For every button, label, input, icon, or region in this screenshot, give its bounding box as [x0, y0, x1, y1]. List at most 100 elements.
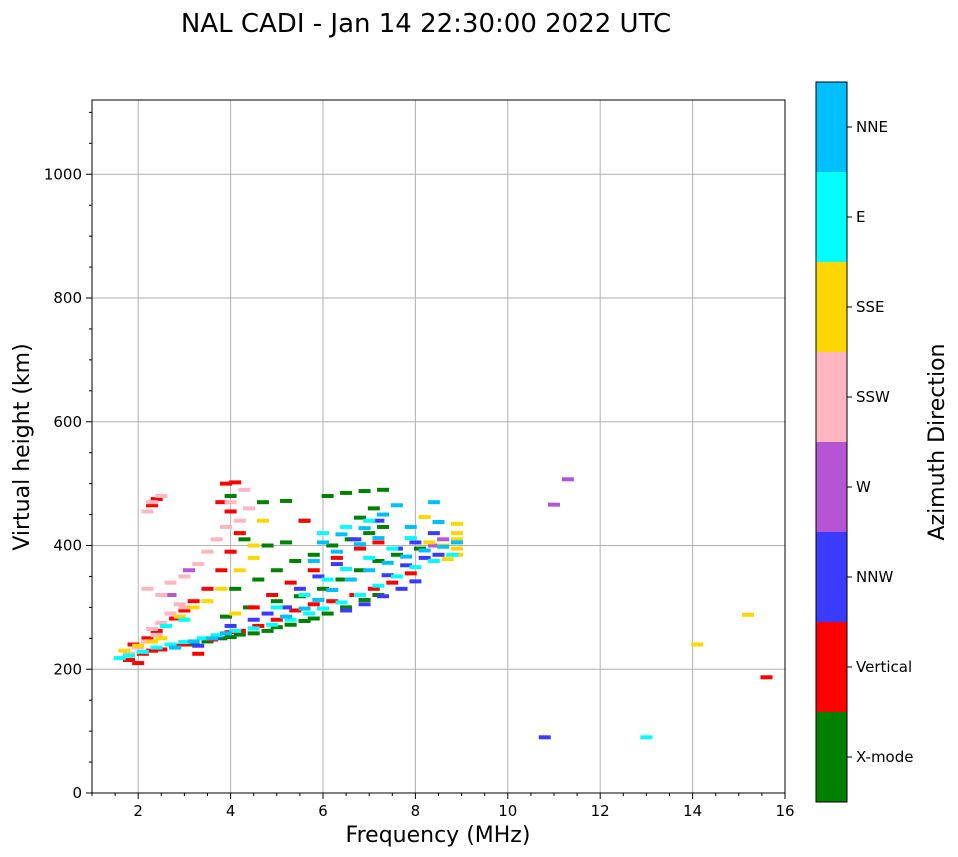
echo-point-x-mode — [377, 487, 390, 492]
echo-point-ssw — [219, 524, 232, 529]
echo-point-sse — [441, 557, 454, 562]
echo-point-vertical — [353, 546, 366, 551]
echo-point-nnw — [381, 573, 394, 578]
echo-point-vertical — [146, 648, 159, 653]
echo-point-nne — [427, 500, 440, 505]
echo-point-x-mode — [280, 498, 293, 503]
echo-point-e — [340, 567, 353, 572]
echo-point-x-mode — [353, 515, 366, 520]
echo-point-sse — [247, 543, 260, 548]
echo-point-x-mode — [261, 628, 274, 633]
echo-point-nnw — [409, 540, 422, 545]
echo-point-w — [561, 477, 574, 482]
echo-point-sse — [450, 521, 463, 526]
echo-point-vertical — [201, 586, 214, 591]
echo-point-vertical — [326, 599, 339, 604]
echo-point-nne — [450, 540, 463, 545]
echo-point-vertical — [122, 657, 135, 662]
echo-point-nnw — [418, 555, 431, 560]
echo-point-sse — [450, 531, 463, 536]
echo-point-e — [122, 653, 135, 658]
echo-point-sse — [132, 643, 145, 648]
echo-point-ssw — [224, 500, 237, 505]
echo-point-nne — [437, 544, 450, 549]
colorbar-tick-label: Vertical — [856, 658, 912, 676]
echo-point-x-mode — [224, 494, 237, 498]
echo-point-nne — [298, 606, 311, 611]
echo-point-w — [164, 593, 177, 597]
echo-point-vertical — [270, 617, 283, 622]
echo-point-ssw — [178, 605, 191, 610]
echo-point-ssw — [146, 500, 159, 505]
echo-point-e — [270, 605, 283, 610]
echo-point-nnw — [349, 537, 362, 542]
echo-point-sse — [450, 537, 463, 542]
x-tick-label: 14 — [683, 802, 702, 820]
echo-point-x-mode — [270, 625, 283, 630]
y-tick-label: 200 — [53, 660, 82, 678]
echo-point-vertical — [330, 555, 343, 560]
echo-point-e — [229, 628, 242, 633]
echo-point-nne — [187, 639, 200, 644]
echo-point-e — [317, 531, 329, 536]
echo-point-e — [390, 574, 403, 579]
echo-point-vertical — [367, 586, 380, 591]
echo-point-e — [159, 623, 172, 628]
echo-point-sse — [742, 612, 755, 617]
echo-point-vertical — [247, 605, 260, 610]
echo-point-w — [548, 502, 560, 507]
echo-point-vertical — [215, 568, 228, 573]
echo-point-vertical — [386, 580, 399, 585]
echo-point-vertical — [178, 608, 191, 613]
echo-point-x-mode — [289, 558, 302, 563]
echo-point-e — [317, 606, 329, 611]
echo-point-nnw — [312, 574, 325, 579]
echo-point-nne — [353, 542, 366, 547]
x-tick-label: 2 — [133, 802, 143, 820]
grid-lines — [92, 100, 786, 793]
echo-point-nne — [326, 588, 339, 593]
echo-point-vertical — [307, 602, 320, 607]
echo-point-sse — [215, 586, 228, 591]
echo-point-nne — [219, 631, 232, 636]
x-tick-label: 4 — [226, 802, 236, 820]
echo-point-ssw — [238, 487, 251, 492]
echo-point-sse — [146, 639, 159, 644]
echo-point-nne — [363, 568, 376, 573]
echo-point-e — [247, 626, 260, 631]
echo-point-ssw — [141, 586, 154, 591]
echo-point-vertical — [132, 661, 145, 666]
echo-point-vertical — [233, 531, 246, 536]
echo-point-ssw — [178, 574, 191, 579]
echo-point-sse — [691, 642, 704, 647]
echo-point-nne — [358, 526, 371, 531]
echo-point-e — [178, 617, 191, 622]
echo-point-nne — [390, 503, 403, 508]
echo-point-e — [266, 622, 279, 627]
plot-background — [92, 100, 785, 793]
echo-point-e — [321, 577, 334, 582]
echo-point-nnw — [538, 735, 551, 740]
echo-point-vertical — [215, 500, 228, 505]
echo-point-nnw — [400, 563, 413, 568]
echo-point-ssw — [243, 506, 256, 511]
echo-point-nne — [307, 558, 320, 563]
colorbar-segment-ssw — [816, 352, 847, 442]
echo-point-ssw — [155, 494, 168, 498]
echo-point-nnw — [340, 608, 353, 613]
echo-point-ssw — [164, 611, 177, 616]
colorbar-segment-w — [816, 442, 847, 532]
echo-point-ssw — [146, 627, 159, 632]
echo-point-sse — [450, 546, 463, 551]
echo-point-e — [340, 524, 353, 529]
echo-point-nnw — [427, 531, 440, 536]
echo-point-ssw — [173, 602, 186, 607]
echo-point-sse — [155, 636, 168, 641]
y-tick-label: 600 — [53, 413, 82, 431]
echo-point-e — [409, 565, 422, 570]
y-tick-label: 800 — [53, 289, 82, 307]
echo-point-nne — [404, 524, 417, 529]
echo-point-nnw — [261, 611, 274, 616]
data-marks — [113, 477, 773, 740]
echo-point-nne — [280, 614, 293, 619]
